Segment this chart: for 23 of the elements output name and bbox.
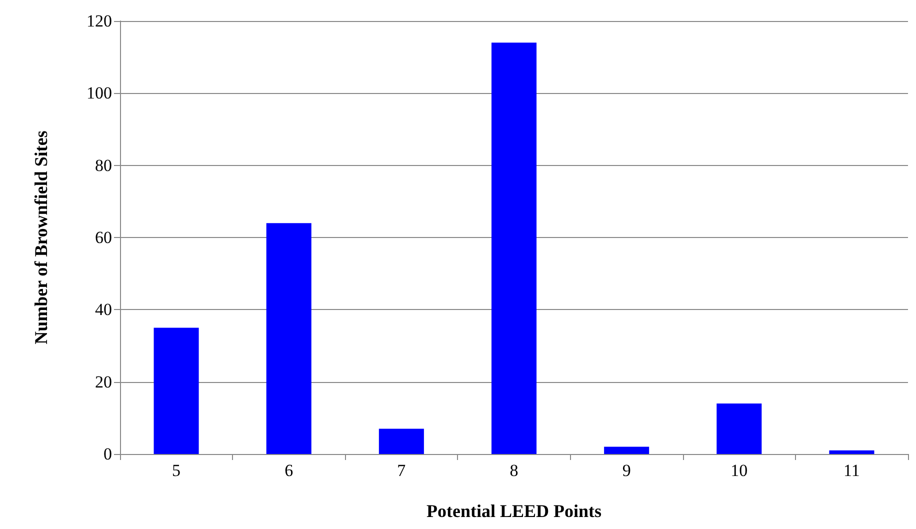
x-tick-label: 7 bbox=[397, 461, 406, 480]
x-tick-label: 9 bbox=[622, 461, 631, 480]
bar bbox=[829, 450, 874, 454]
y-tick-label: 100 bbox=[86, 84, 112, 103]
y-tick-label: 80 bbox=[95, 156, 112, 175]
bar bbox=[491, 42, 537, 454]
bar bbox=[266, 223, 312, 454]
bar bbox=[604, 446, 650, 454]
bar bbox=[378, 428, 424, 454]
x-tick-label: 5 bbox=[172, 461, 181, 480]
x-axis-title: Potential LEED Points bbox=[426, 501, 602, 521]
y-tick-label: 120 bbox=[86, 12, 112, 30]
bar bbox=[716, 403, 762, 454]
y-tick-label: 0 bbox=[104, 444, 112, 464]
y-axis-title: Number of Brownfield Sites bbox=[31, 130, 51, 344]
x-tick-label: 8 bbox=[510, 461, 518, 480]
x-tick-label: 11 bbox=[844, 461, 860, 480]
bar bbox=[154, 328, 199, 454]
y-tick-label: 60 bbox=[95, 228, 112, 247]
x-tick-label: 6 bbox=[284, 461, 294, 480]
y-tick-label: 20 bbox=[95, 372, 112, 392]
y-tick-label: 40 bbox=[95, 300, 112, 320]
x-tick-label: 10 bbox=[730, 461, 748, 480]
